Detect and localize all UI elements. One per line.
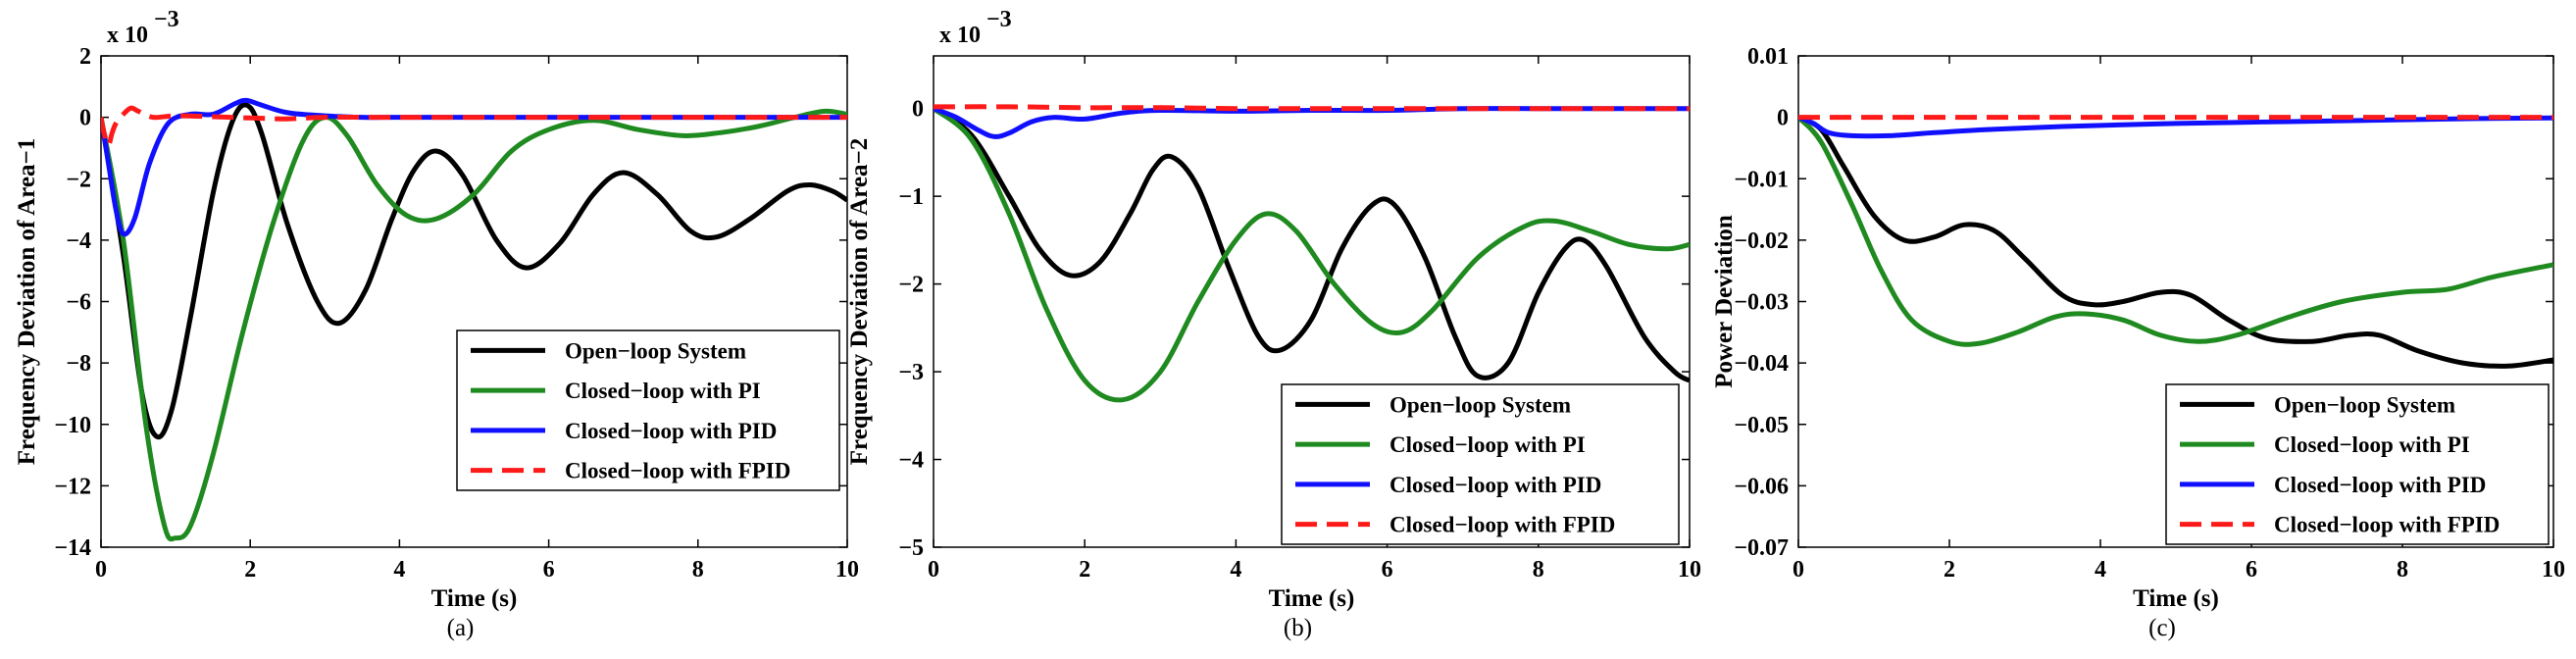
y-tick-label: −10 — [54, 413, 91, 438]
y-tick-label: −0.02 — [1734, 228, 1789, 254]
y-axis-title: Frequency Deviation of Area−1 — [14, 138, 40, 465]
x-axis-title: Time (s) — [2133, 585, 2219, 612]
y-exponent-power: −3 — [154, 7, 179, 32]
series-line-open-loop — [1798, 115, 2553, 369]
y-tick-label: −0.05 — [1734, 413, 1789, 438]
legend: Open−loop System Closed−loop with PI Close… — [456, 330, 840, 491]
x-tick-label: 2 — [244, 557, 256, 583]
x-tick-label: 10 — [1678, 557, 1701, 583]
legend-label: Closed−loop with PID — [2274, 473, 2486, 497]
y-tick-label: −0.03 — [1734, 290, 1789, 316]
y-tick-label: 0 — [1777, 106, 1789, 131]
x-tick-label: 2 — [1944, 557, 1955, 583]
y-exponent-label: x 10 — [107, 23, 148, 48]
legend-label: Closed−loop with PID — [565, 419, 777, 443]
series-line-open-loop — [934, 106, 1690, 383]
chart-panel-1: 0 2 4 6 8 10 −14 −12 −10 −8 −6 −4 −2 0 2 x 10−3 Time (s)… — [14, 7, 859, 641]
panel-caption: (a) — [447, 615, 475, 641]
x-tick-label: 4 — [2095, 557, 2106, 583]
legend-label: Closed−loop with PID — [1389, 473, 1601, 497]
legend-box — [456, 330, 840, 491]
y-tick-label: 2 — [79, 44, 91, 70]
y-tick-label: 0 — [912, 97, 924, 123]
legend-label: Closed−loop with FPID — [1389, 513, 1615, 537]
legend-box — [1281, 383, 1680, 545]
x-axis-title: Time (s) — [431, 585, 518, 612]
legend-label: Open−loop System — [1389, 392, 1571, 417]
legend-box — [2165, 383, 2550, 545]
x-tick-label: 6 — [2246, 557, 2257, 583]
y-tick-label: −5 — [898, 535, 924, 561]
y-tick-label: −0.07 — [1734, 535, 1789, 561]
x-tick-label: 8 — [2397, 557, 2408, 583]
x-tick-label: 8 — [1533, 557, 1544, 583]
x-tick-label: 0 — [1793, 557, 1804, 583]
legend-label: Open−loop System — [2274, 392, 2455, 417]
x-tick-label: 2 — [1079, 557, 1090, 583]
y-tick-label: −8 — [66, 351, 91, 377]
y-exponent-label: x 10 — [939, 23, 981, 48]
legend: Open−loop System Closed−loop with PI Close… — [1281, 383, 1680, 545]
legend-label: Closed−loop with FPID — [565, 459, 790, 483]
y-axis-title: Frequency Deviation of Area−2 — [846, 138, 873, 465]
x-axis-title: Time (s) — [1269, 585, 1355, 612]
legend-label: Closed−loop with PI — [2274, 432, 2470, 457]
series-line-pi — [1798, 115, 2553, 347]
y-tick-label: −2 — [898, 273, 924, 298]
x-tick-label: 8 — [692, 557, 704, 583]
x-tick-label: 4 — [393, 557, 405, 583]
y-tick-label: −4 — [898, 448, 924, 474]
y-tick-label: −0.01 — [1734, 167, 1789, 192]
y-tick-label: −3 — [898, 360, 924, 385]
y-tick-label: −12 — [54, 474, 91, 499]
y-tick-label: −1 — [898, 184, 924, 210]
y-tick-label: 0 — [79, 106, 91, 131]
x-tick-label: 10 — [835, 557, 859, 583]
legend-label: Closed−loop with PI — [1389, 432, 1586, 457]
panel-caption: (b) — [1284, 615, 1312, 641]
y-tick-label: 0.01 — [1747, 44, 1789, 70]
series-line-pid — [934, 106, 1690, 139]
legend-label: Closed−loop with FPID — [2274, 513, 2500, 537]
series-line-fpid — [101, 105, 847, 148]
x-tick-label: 6 — [543, 557, 555, 583]
chart-panel-3: 0 2 4 6 8 10 −0.07 −0.06 −0.05 −0.04 −0.03 −0.02 −0.… — [1711, 44, 2565, 641]
x-tick-label: 6 — [1382, 557, 1393, 583]
y-tick-label: −6 — [66, 290, 91, 316]
x-tick-label: 0 — [928, 557, 939, 583]
series-line-pi — [101, 108, 847, 542]
series-line-fpid — [934, 104, 1690, 112]
y-axis-title: Power Deviation — [1711, 215, 1738, 388]
y-tick-label: −2 — [66, 167, 91, 192]
x-tick-label: 10 — [2542, 557, 2565, 583]
y-exponent-power: −3 — [986, 7, 1012, 32]
series-line-open-loop — [101, 102, 847, 440]
x-tick-label: 0 — [95, 557, 107, 583]
legend-label: Open−loop System — [565, 338, 746, 363]
series-line-pi — [934, 106, 1690, 403]
legend: Open−loop System Closed−loop with PI Close… — [2165, 383, 2550, 545]
panel-caption: (c) — [2148, 615, 2176, 641]
y-tick-label: −0.04 — [1734, 351, 1789, 377]
y-tick-label: −4 — [66, 228, 91, 254]
legend-label: Closed−loop with PI — [565, 379, 761, 403]
x-tick-label: 4 — [1230, 557, 1241, 583]
y-tick-label: −0.06 — [1734, 474, 1789, 499]
y-tick-label: −14 — [54, 535, 91, 561]
